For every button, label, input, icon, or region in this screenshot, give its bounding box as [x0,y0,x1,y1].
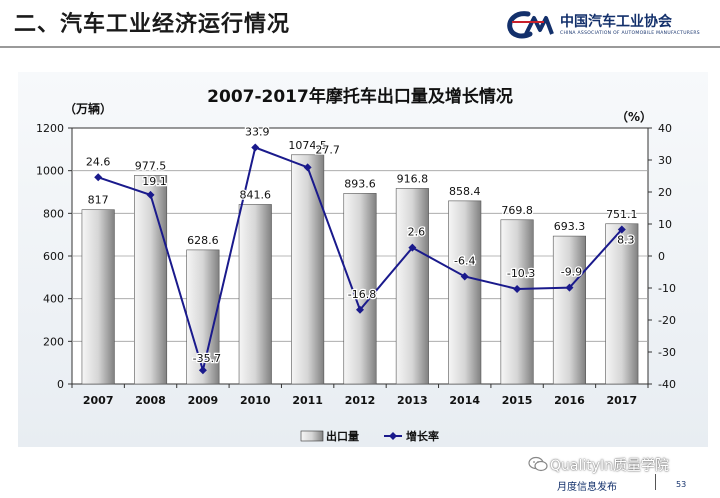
bar-value-label: 858.4 [449,185,481,198]
bar-value-label: 893.6 [344,177,376,190]
export-bar [343,193,377,385]
export-bar [395,188,429,385]
legend-bar-label: 出口量 [326,429,359,443]
watermark-text: QualityIn质量学院 [550,458,670,474]
growth-point [251,143,260,152]
right-axis-unit: （%） [616,109,652,124]
legend-bar-swatch [300,430,324,442]
left-tick-label: 800 [43,207,64,220]
bar-value-label: 817 [88,194,109,207]
growth-value-label: 33.9 [245,126,270,139]
export-bar [448,200,482,385]
export-bar [500,219,534,385]
left-tick-label: 600 [43,250,64,263]
association-logo: 中国汽车工业协会 CHINA ASSOCIATION OF AUTOMOBILE… [506,10,711,44]
growth-point [356,305,364,314]
bar-value-label: 628.6 [187,234,219,247]
bar-layer [81,154,639,385]
growth-value-label: -16.8 [348,288,376,301]
growth-point [303,163,312,172]
bar-value-label: 916.8 [397,172,429,185]
right-tick-label: 30 [658,154,672,167]
x-tick-label: 2008 [135,394,166,407]
title-divider [0,46,720,48]
export-bar [81,209,115,385]
label-layer: 817 977.5 628.6 841.6 1074.5 893.6 916.8 858.4 7… [85,124,639,366]
export-bar [134,175,168,385]
growth-point [146,190,155,199]
growth-value-label: -6.4 [454,254,475,267]
growth-point [513,284,522,293]
growth-value-label: 24.6 [86,155,111,168]
x-tick-label: 2013 [397,394,428,407]
right-tick-label: -40 [658,378,676,391]
export-bar [186,249,220,385]
wechat-icon [528,456,548,472]
export-bar [552,235,586,385]
footer-divider [655,474,656,490]
x-tick-label: 2007 [83,394,114,407]
bar-value-label: 693.3 [554,220,586,233]
export-bar [605,223,639,385]
page-number: 53 [676,480,687,489]
left-tick-label: 1200 [36,122,64,135]
growth-value-label: 2.6 [408,226,426,239]
bar-value-label: 977.5 [135,159,167,172]
export-bar [291,154,325,385]
bar-value-label: 751.1 [606,208,638,221]
x-tick-label: 2017 [607,394,638,407]
x-tick-label: 2014 [449,394,480,407]
bar-value-label: 841.6 [240,188,272,201]
x-tick-label: 2016 [554,394,585,407]
footer-text: 月度信息发布 [557,482,617,493]
growth-point [617,225,626,234]
right-tick-label: 10 [658,218,672,231]
x-tick-label: 2015 [502,394,533,407]
x-tick-label: 2012 [345,394,376,407]
growth-point [94,173,103,182]
right-tick-label: -30 [658,346,676,359]
legend-line-marker [389,432,397,440]
legend: 出口量 增长率 [300,429,439,443]
left-tick-label: 200 [43,335,64,348]
growth-point [408,243,417,252]
x-tick-label: 2011 [292,394,323,407]
line-layer [94,143,626,375]
right-tick-label: 0 [658,250,665,263]
logo-subtitle: CHINA ASSOCIATION OF AUTOMOBILE MANUFACT… [560,31,700,36]
bar-value-label: 1074.5 [288,139,327,152]
left-tick-label: 1000 [36,165,64,178]
growth-point [565,283,574,292]
axis-layer: 0 200 400 600 800 1000 1200 -40 -30 -20 -10 0 10 20 30… [36,122,676,407]
left-tick-label: 0 [57,378,64,391]
growth-value-label: -10.3 [507,267,535,280]
logo-name: 中国汽车工业协会 [560,14,672,30]
right-tick-label: -20 [658,314,676,327]
export-bar [238,204,272,385]
growth-value-label: 27.7 [315,143,340,156]
left-tick-label: 400 [43,293,64,306]
growth-point [460,272,469,281]
growth-value-label: 19.1 [142,175,167,188]
x-tick-label: 2010 [240,394,271,407]
caam-logo-icon [507,11,554,39]
growth-point [198,366,207,375]
x-tick-label: 2009 [188,394,219,407]
watermark: QualityIn质量学院 [528,454,720,476]
chart-title: 2007-2017年摩托车出口量及增长情况 [207,86,513,107]
bar-value-label: 769.8 [501,204,533,217]
right-tick-label: 40 [658,122,672,135]
growth-value-label: 8.3 [617,233,635,246]
slide-title: 二、汽车工业经济运行情况 [14,12,291,37]
growth-value-label: -35.7 [193,352,221,365]
growth-value-label: -9.9 [561,266,582,279]
legend-line-label: 增长率 [406,429,439,443]
export-chart: 817 977.5 628.6 841.6 1074.5 893.6 916.8 858.4 7… [18,72,708,447]
right-tick-label: -10 [658,282,676,295]
left-axis-unit: （万辆） [64,101,112,116]
right-tick-label: 20 [658,186,672,199]
